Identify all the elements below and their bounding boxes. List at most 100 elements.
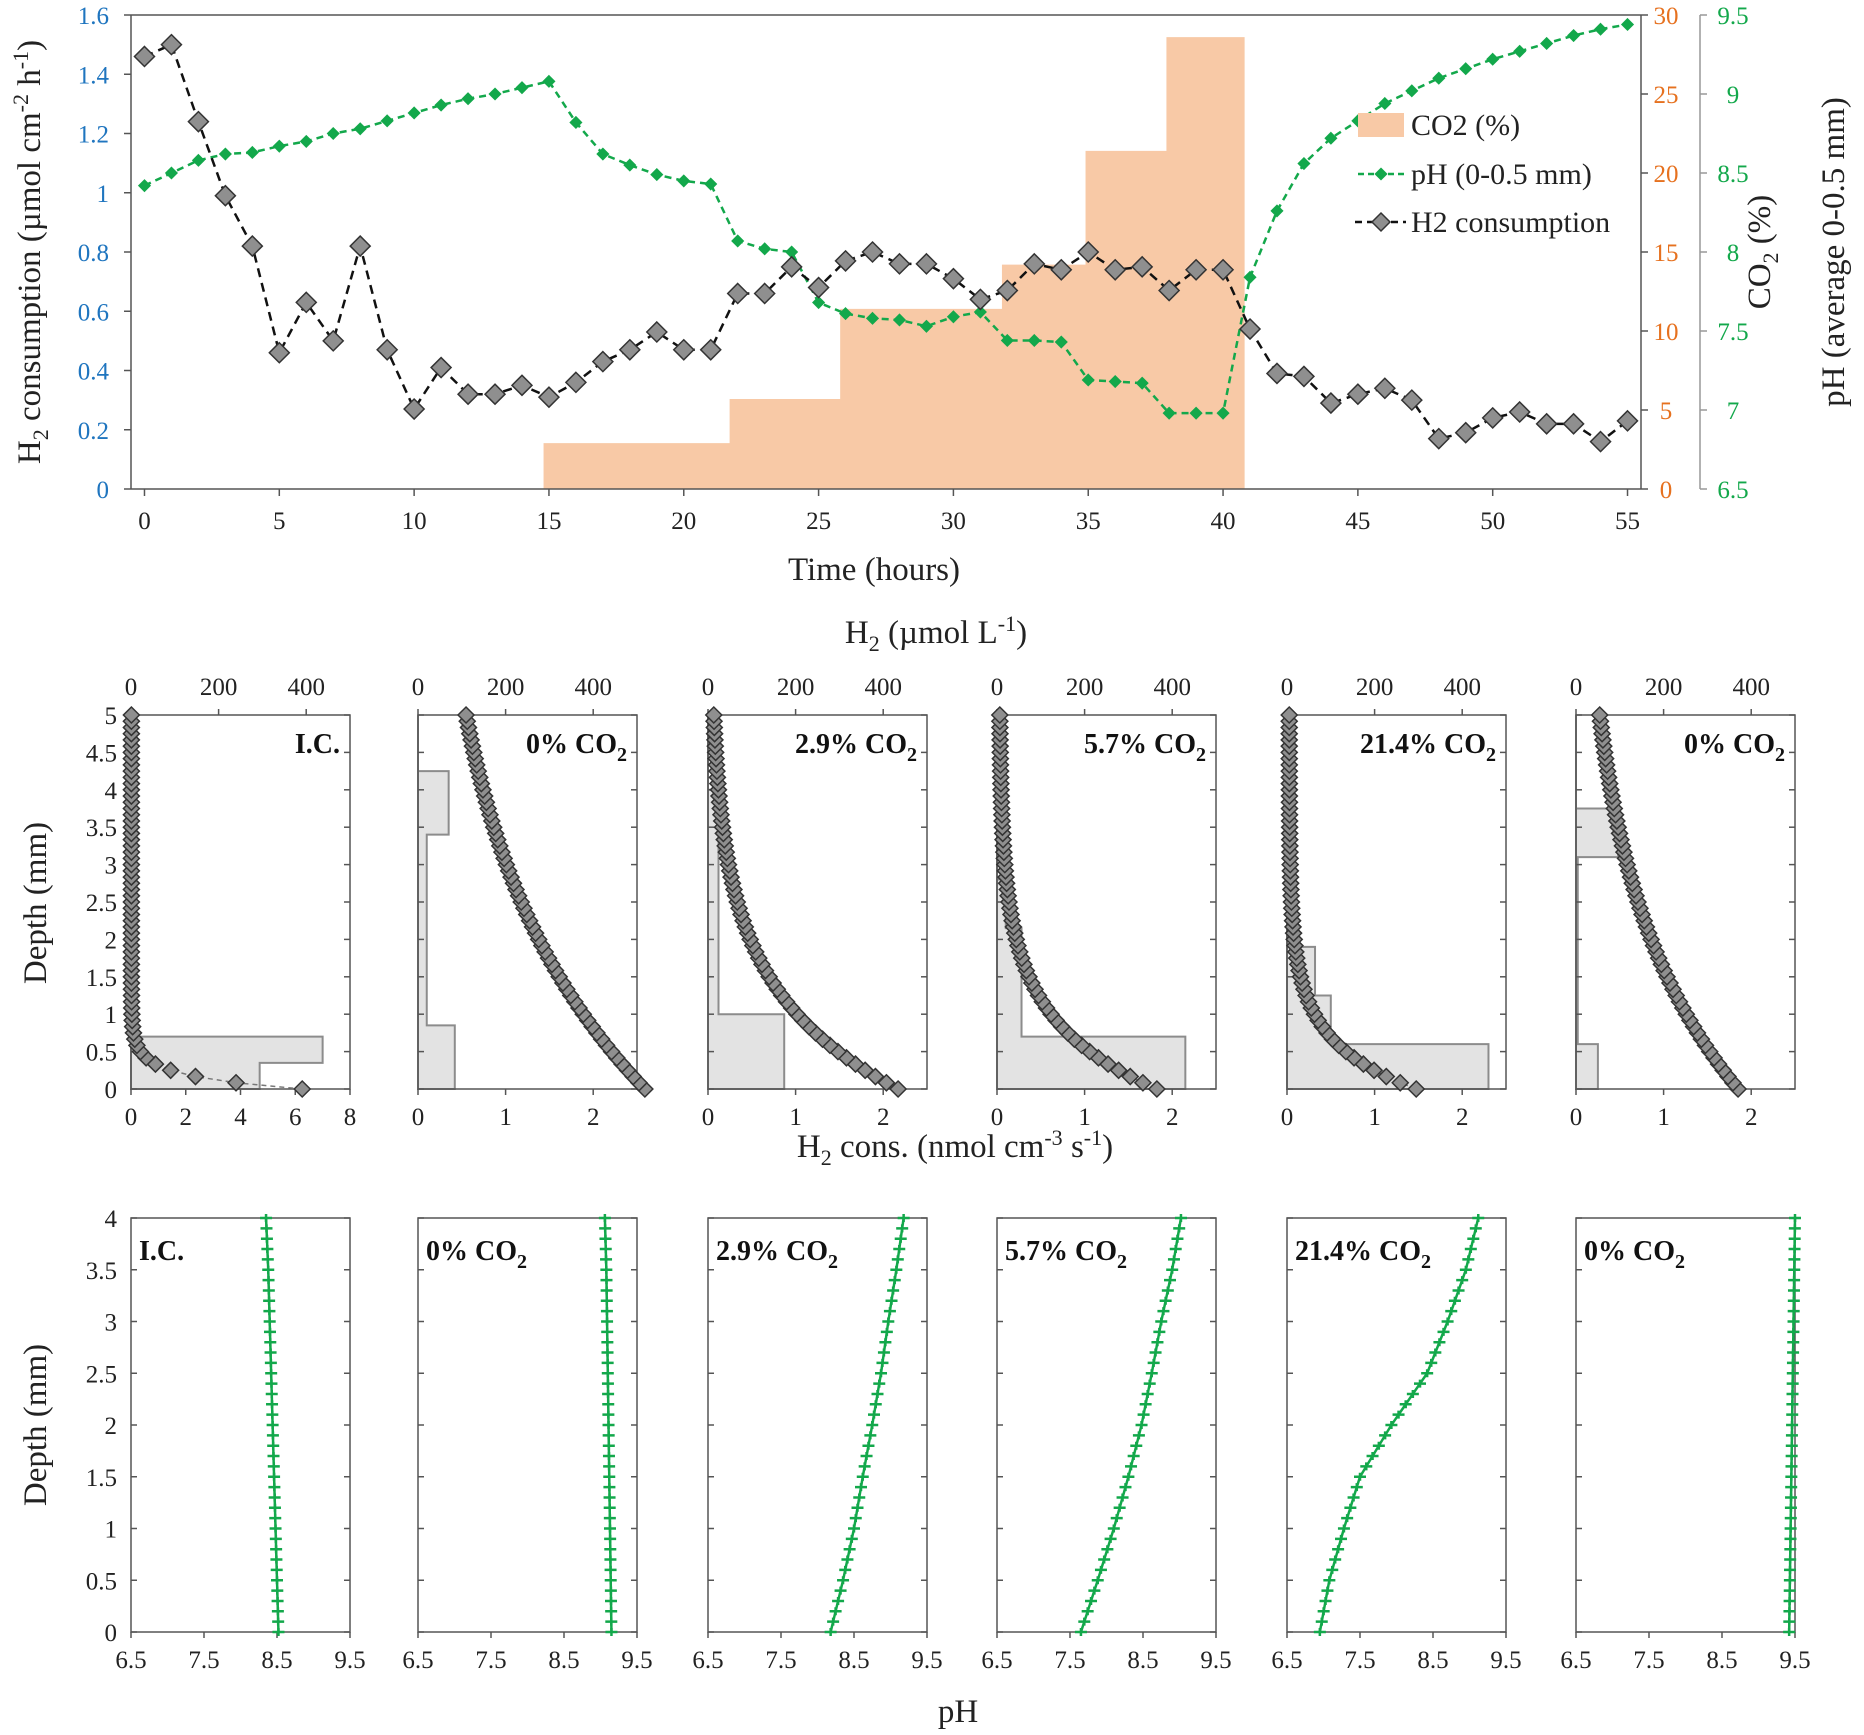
ph-profile-point	[869, 1400, 882, 1409]
label-main: CO	[1742, 263, 1778, 309]
ph-point	[1027, 333, 1041, 348]
ph-profile-point	[1116, 1493, 1129, 1502]
h2-point	[834, 249, 857, 272]
h2-point	[969, 288, 992, 311]
ph-profile-point	[890, 1265, 903, 1274]
ph-profile-point	[848, 1524, 860, 1533]
rate-area	[996, 715, 1187, 1090]
h2-point	[1292, 365, 1316, 388]
ph-profile-point	[1787, 1348, 1800, 1357]
ph-profile-point	[600, 1255, 613, 1264]
label-superscript: -1	[998, 611, 1016, 636]
ph-profile-point	[1786, 1410, 1799, 1419]
bottom-tick-label: 6	[289, 1104, 302, 1131]
ph-profile-point	[260, 1214, 273, 1222]
ph-point	[353, 122, 367, 136]
conc-point	[704, 705, 723, 725]
top-tick-label: 0	[1281, 674, 1294, 701]
y-tick-label: 0	[105, 1620, 118, 1647]
h2-point	[1050, 258, 1073, 281]
x-tick-label: 35	[1076, 508, 1101, 535]
ph-profile-point	[1784, 1503, 1797, 1512]
bottom-axis-title: H2 cons. (nmol cm-3 s-1)	[797, 1125, 1113, 1170]
ph-profile-point	[601, 1338, 614, 1347]
co2-area	[144, 37, 1245, 490]
ph-profile-point	[1372, 1441, 1385, 1450]
ph-profile-point	[1317, 1607, 1330, 1616]
conc-point	[1407, 1079, 1426, 1099]
ph-point	[1567, 28, 1581, 43]
bottom-tick-label: 1	[499, 1104, 512, 1131]
x-tick-label: 50	[1480, 508, 1505, 535]
bottom-tick-label: 0	[125, 1104, 138, 1131]
h2-point	[1211, 258, 1235, 281]
ph-profile-point	[265, 1379, 278, 1388]
panel-label: 5.7% CO2	[1005, 1236, 1127, 1273]
x-tick-label: 9.5	[621, 1647, 652, 1674]
ph-profile-point	[601, 1358, 614, 1367]
ph-profile-point	[1785, 1462, 1798, 1471]
bottom-tick-label: 2	[587, 1104, 600, 1131]
ph-profile-point	[604, 1545, 617, 1554]
ph-profile-point	[1173, 1224, 1186, 1233]
ph-tick-label: 9.5	[1717, 3, 1748, 30]
top-tick-label: 400	[287, 674, 325, 701]
ph-profile-point	[604, 1586, 617, 1595]
panel-label-text: 21.4% CO	[1295, 1236, 1421, 1267]
ph-profile-point	[1319, 1596, 1332, 1605]
ph-panel: 6.5 7.5 8.5 9.5 2.9% CO2	[692, 1214, 943, 1674]
h2-point	[645, 320, 668, 344]
top-tick-label: 400	[1732, 674, 1770, 701]
ph-profile-point	[1789, 1214, 1801, 1222]
left-tick-label: 0	[97, 477, 110, 504]
ph-tick-label: 8.5	[1717, 161, 1748, 188]
timeseries-chart: 00.20.40.60.811.21.41.60510152025306.577…	[8, 3, 1852, 588]
legend-label-h2: H2 consumption	[1411, 206, 1610, 239]
ph-point	[1593, 22, 1608, 36]
label-subscript: 2	[28, 429, 53, 440]
label-superscript: -2	[8, 94, 33, 112]
ph-profile-point	[1787, 1317, 1800, 1326]
ph-profile-point	[1429, 1348, 1442, 1357]
ph-profile-point	[271, 1596, 284, 1605]
h2-point	[214, 184, 237, 207]
panel-label-text: 0% CO	[1684, 729, 1775, 760]
ph-point	[1620, 17, 1635, 32]
bottom-tick-label: 1	[1078, 1104, 1091, 1131]
ph-profile-point	[1313, 1628, 1326, 1636]
ph-profile-point	[601, 1369, 614, 1378]
ph-point	[434, 98, 448, 112]
conc-point	[1133, 1073, 1152, 1092]
bottom-tick-label: 0	[1281, 1104, 1294, 1131]
ph-profile-point	[1469, 1224, 1482, 1233]
x-tick-label: 7.5	[1054, 1647, 1085, 1674]
h2-point	[1454, 421, 1477, 444]
ph-profile-point	[1425, 1358, 1438, 1367]
ph-profile-point	[265, 1389, 278, 1398]
ph-profile-point	[1094, 1565, 1107, 1574]
ph-profile-point	[843, 1545, 856, 1554]
ph-profile-point	[1784, 1514, 1797, 1523]
ph-profile-point	[261, 1245, 274, 1254]
top-tick-label: 400	[574, 674, 612, 701]
ph-profile-point	[888, 1276, 901, 1285]
ph-profile-point	[879, 1338, 892, 1347]
h2-point	[564, 371, 587, 394]
panel-label-subscript: 2	[1421, 1251, 1431, 1273]
h2-point	[618, 338, 641, 361]
top-tick-label: 200	[200, 674, 238, 701]
ph-profile-point	[1125, 1462, 1138, 1471]
label-main: H	[845, 615, 869, 651]
label-text: )	[1016, 615, 1027, 651]
ph-profile-point	[605, 1617, 618, 1626]
ph-profile-point	[1437, 1327, 1450, 1336]
ph-profile-point	[1784, 1565, 1797, 1574]
ph-profile-point	[271, 1576, 283, 1585]
x-tick-label: 6.5	[692, 1647, 723, 1674]
panel-label-subscript: 2	[1196, 744, 1206, 766]
ph-tick-label: 9	[1727, 82, 1740, 109]
h2-point	[1238, 317, 1262, 341]
ph-profile-point	[1783, 1617, 1796, 1626]
h2-point	[295, 291, 318, 314]
conc-point	[1147, 1079, 1166, 1099]
